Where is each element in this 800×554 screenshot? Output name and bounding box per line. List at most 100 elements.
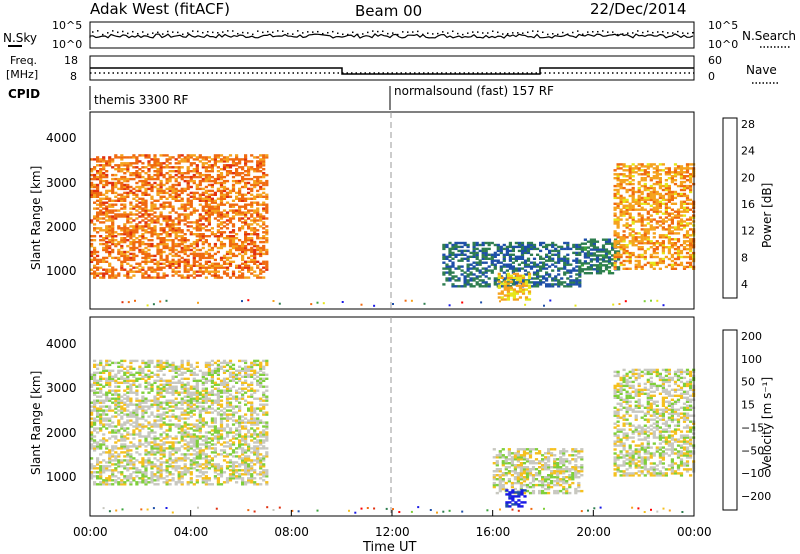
data-cell bbox=[231, 179, 236, 183]
data-cell bbox=[500, 292, 504, 295]
data-cell bbox=[195, 172, 199, 175]
data-cell bbox=[526, 281, 531, 284]
data-cell bbox=[679, 214, 684, 217]
data-cell bbox=[117, 403, 121, 406]
data-cell bbox=[253, 195, 257, 198]
data-cell bbox=[138, 160, 142, 163]
data-cell bbox=[225, 158, 230, 161]
data-cell bbox=[105, 195, 109, 198]
data-cell bbox=[147, 248, 151, 252]
data-cell bbox=[637, 186, 641, 190]
data-cell bbox=[655, 169, 659, 172]
data-cell bbox=[165, 383, 169, 386]
data-cell bbox=[670, 180, 674, 184]
data-cell bbox=[628, 214, 632, 217]
data-cell bbox=[604, 256, 609, 259]
data-cell bbox=[527, 286, 532, 289]
data-cell bbox=[147, 453, 151, 456]
data-cell bbox=[96, 461, 100, 464]
data-cell bbox=[670, 253, 674, 257]
data-cell bbox=[153, 268, 157, 271]
data-cell bbox=[616, 218, 620, 221]
data-cell bbox=[123, 465, 127, 468]
data-cell bbox=[551, 285, 555, 288]
data-cell bbox=[652, 232, 656, 235]
data-cell bbox=[183, 443, 187, 446]
data-cell bbox=[105, 201, 109, 204]
data-cell bbox=[129, 201, 133, 204]
data-cell bbox=[228, 262, 233, 265]
data-cell bbox=[198, 193, 202, 196]
data-cell bbox=[611, 262, 615, 265]
nsearch-point bbox=[607, 31, 609, 33]
data-cell bbox=[171, 205, 175, 208]
data-cell bbox=[472, 249, 476, 253]
data-cell bbox=[174, 211, 178, 214]
data-cell bbox=[195, 235, 199, 238]
data-cell bbox=[177, 189, 181, 193]
data-cell bbox=[171, 415, 175, 418]
data-cell bbox=[159, 469, 163, 472]
data-cell bbox=[183, 429, 187, 432]
data-cell bbox=[512, 276, 516, 279]
data-cell bbox=[216, 160, 220, 163]
data-cell bbox=[454, 285, 458, 288]
nsearch-point bbox=[327, 31, 329, 34]
data-cell bbox=[141, 193, 145, 196]
data-cell bbox=[231, 187, 236, 191]
data-cell bbox=[667, 190, 671, 194]
data-cell bbox=[120, 425, 124, 428]
data-cell bbox=[526, 243, 531, 247]
data-cell bbox=[566, 271, 570, 274]
data-cell bbox=[661, 218, 665, 221]
data-cell bbox=[670, 265, 674, 269]
data-cell bbox=[144, 256, 148, 260]
data-cell bbox=[682, 214, 687, 217]
data-cell bbox=[616, 177, 620, 180]
data-cell bbox=[162, 423, 166, 426]
data-cell bbox=[646, 242, 650, 245]
data-cell bbox=[123, 401, 127, 404]
data-cell bbox=[90, 477, 94, 480]
data-cell bbox=[231, 231, 236, 234]
data-cell bbox=[108, 199, 112, 202]
data-cell bbox=[108, 399, 112, 402]
data-cell bbox=[508, 285, 512, 288]
data-cell bbox=[189, 164, 193, 167]
data-cell bbox=[689, 253, 693, 257]
data-cell bbox=[238, 266, 242, 269]
data-cell bbox=[114, 183, 118, 187]
data-cell bbox=[518, 278, 522, 281]
data-cell bbox=[204, 168, 208, 171]
nsearch-point bbox=[232, 30, 234, 32]
data-cell bbox=[658, 196, 662, 200]
data-cell bbox=[93, 256, 97, 260]
data-cell bbox=[655, 165, 659, 168]
data-cell bbox=[231, 185, 236, 189]
data-cell bbox=[189, 405, 193, 408]
data-cell bbox=[689, 179, 693, 182]
data-cell bbox=[520, 247, 525, 251]
data-cell bbox=[144, 258, 148, 262]
data-cell bbox=[192, 445, 196, 448]
data-cell bbox=[177, 401, 181, 404]
data-cell bbox=[503, 288, 507, 291]
data-cell bbox=[180, 274, 184, 277]
data-cell bbox=[228, 166, 233, 169]
data-cell bbox=[165, 158, 169, 161]
data-cell bbox=[259, 237, 263, 240]
data-cell bbox=[625, 224, 629, 227]
data-cell bbox=[126, 272, 130, 275]
data-cell bbox=[171, 254, 175, 258]
data-cell bbox=[640, 169, 644, 172]
data-cell bbox=[168, 363, 172, 367]
data-cell bbox=[231, 215, 236, 218]
data-cell bbox=[162, 183, 166, 187]
data-cell bbox=[99, 359, 103, 363]
data-cell bbox=[256, 183, 260, 187]
data-cell bbox=[156, 262, 160, 265]
data-cell bbox=[171, 268, 175, 271]
data-cell bbox=[207, 164, 211, 167]
data-cell bbox=[640, 246, 644, 249]
data-cell bbox=[147, 423, 151, 426]
